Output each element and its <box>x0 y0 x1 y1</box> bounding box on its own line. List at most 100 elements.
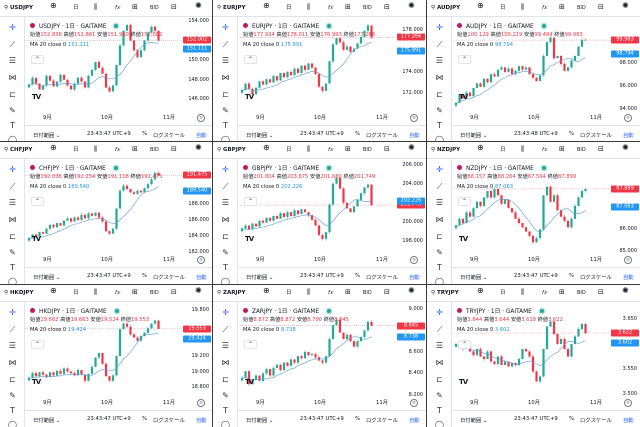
templates-icon[interactable]: ⊞ <box>345 145 351 153</box>
text-tool-icon[interactable]: T <box>223 263 228 272</box>
trend-line-icon[interactable]: ⟋ <box>436 182 443 191</box>
log-scale-toggle[interactable]: ログスケール <box>366 275 398 281</box>
auto-scale-toggle[interactable]: 自動 <box>623 275 634 281</box>
axis-settings-icon[interactable]: ⚙ <box>197 399 205 407</box>
ruler-icon[interactable]: ⊏ <box>9 90 16 99</box>
percent-toggle[interactable]: % <box>569 131 575 137</box>
axis-settings-icon[interactable]: ⚙ <box>197 114 205 122</box>
auto-scale-toggle[interactable]: 自動 <box>196 133 207 139</box>
add-symbol-icon[interactable]: ⊕ <box>477 1 484 10</box>
clock-time[interactable]: 23:43:47 UTC+9 <box>87 416 131 422</box>
ruler-icon[interactable]: ⊏ <box>222 90 229 99</box>
emoji-icon[interactable]: ◯ <box>8 420 17 427</box>
settings-gear-icon[interactable]: ✺ <box>408 143 415 152</box>
tradingview-logo[interactable]: TV <box>32 235 41 243</box>
brush-icon[interactable]: ✎ <box>436 106 443 115</box>
interval-button[interactable]: 日 <box>286 147 292 153</box>
indicators-button[interactable]: f𝑥 <box>542 290 547 296</box>
clock-time[interactable]: 23:43:47 UTC+9 <box>300 273 344 279</box>
pattern-icon[interactable]: ⋈ <box>8 358 17 367</box>
templates-icon[interactable]: ⊞ <box>559 288 565 296</box>
tradingview-logo[interactable]: TV <box>459 93 468 101</box>
bid-button[interactable]: BID <box>577 5 586 11</box>
auto-scale-toggle[interactable]: 自動 <box>409 418 420 424</box>
date-range-button[interactable]: 日付範囲 ⌄ <box>33 133 61 139</box>
text-tool-icon[interactable]: T <box>223 406 228 415</box>
layout-icon[interactable]: ⊟ <box>171 145 177 153</box>
indicators-button[interactable]: f𝑥 <box>328 5 333 11</box>
emoji-icon[interactable]: ◯ <box>221 135 230 141</box>
trend-line-icon[interactable]: ⟋ <box>222 182 229 191</box>
percent-toggle[interactable]: % <box>142 273 148 279</box>
collapse-legend-button[interactable]: ⌃ <box>244 340 257 349</box>
ruler-icon[interactable]: ⊏ <box>9 232 16 241</box>
indicators-button[interactable]: f𝑥 <box>115 290 120 296</box>
candlestick-chart[interactable] <box>0 142 212 284</box>
add-symbol-icon[interactable]: ⊕ <box>50 286 57 295</box>
tradingview-logo[interactable]: TV <box>459 378 468 386</box>
auto-scale-toggle[interactable]: 自動 <box>623 133 634 139</box>
candle-type-icon[interactable]: ⫼ <box>94 3 98 11</box>
percent-toggle[interactable]: % <box>355 416 361 422</box>
date-range-button[interactable]: 日付範囲 ⌄ <box>246 275 274 281</box>
interval-button[interactable]: 日 <box>73 5 79 11</box>
fib-lines-icon[interactable]: ☰ <box>8 56 17 65</box>
layout-icon[interactable]: ⊟ <box>598 145 604 153</box>
clock-time[interactable]: 23:43:47 UTC+9 <box>87 131 131 137</box>
bid-button[interactable]: BID <box>150 5 159 11</box>
pattern-icon[interactable]: ⋈ <box>221 73 230 82</box>
layout-icon[interactable]: ⊟ <box>384 3 390 11</box>
candlestick-chart[interactable] <box>427 285 640 427</box>
text-tool-icon[interactable]: T <box>437 121 442 130</box>
ma-row[interactable]: MA 20 close 0 3.602 <box>457 327 510 333</box>
trend-line-icon[interactable]: ⟋ <box>436 325 443 334</box>
percent-toggle[interactable]: % <box>569 273 575 279</box>
clock-time[interactable]: 23:43:47 UTC+9 <box>514 416 558 422</box>
fib-lines-icon[interactable]: ☰ <box>8 198 17 207</box>
interval-button[interactable]: 日 <box>286 5 292 11</box>
trend-line-icon[interactable]: ⟋ <box>222 325 229 334</box>
emoji-icon[interactable]: ◯ <box>221 420 230 427</box>
collapse-legend-button[interactable]: ⌃ <box>31 340 44 349</box>
text-tool-icon[interactable]: T <box>223 121 228 130</box>
bid-button[interactable]: BID <box>363 147 372 153</box>
brush-icon[interactable]: ✎ <box>436 391 443 400</box>
templates-icon[interactable]: ⊞ <box>559 145 565 153</box>
indicators-button[interactable]: f𝑥 <box>328 147 333 153</box>
interval-button[interactable]: 日 <box>500 5 506 11</box>
log-scale-toggle[interactable]: ログスケール <box>153 418 185 424</box>
symbol-search[interactable]: ⚲ AUDJPY <box>431 5 461 11</box>
auto-scale-toggle[interactable]: 自動 <box>623 418 634 424</box>
clock-time[interactable]: 23:43:48 UTC+9 <box>514 131 558 137</box>
auto-scale-toggle[interactable]: 自動 <box>409 275 420 281</box>
auto-scale-toggle[interactable]: 自動 <box>196 418 207 424</box>
symbol-search[interactable]: ⚲ USDJPY <box>4 5 34 11</box>
text-tool-icon[interactable]: T <box>10 406 15 415</box>
trend-line-icon[interactable]: ⟋ <box>9 325 16 334</box>
pattern-icon[interactable]: ⋈ <box>435 215 444 224</box>
crosshair-icon[interactable]: ✛ <box>222 165 229 174</box>
log-scale-toggle[interactable]: ログスケール <box>153 275 185 281</box>
interval-button[interactable]: 日 <box>500 147 506 153</box>
clock-time[interactable]: 23:43:47 UTC+9 <box>300 416 344 422</box>
brush-icon[interactable]: ✎ <box>222 248 229 257</box>
crosshair-icon[interactable]: ✛ <box>9 308 16 317</box>
axis-settings-icon[interactable]: ⚙ <box>197 256 205 264</box>
collapse-legend-button[interactable]: ⌃ <box>244 55 257 64</box>
pattern-icon[interactable]: ⋈ <box>8 215 17 224</box>
axis-settings-icon[interactable]: ⚙ <box>624 399 632 407</box>
brush-icon[interactable]: ✎ <box>436 248 443 257</box>
date-range-button[interactable]: 日付範囲 ⌄ <box>460 275 488 281</box>
candle-type-icon[interactable]: ⫼ <box>521 3 525 11</box>
interval-button[interactable]: 日 <box>73 290 79 296</box>
templates-icon[interactable]: ⊞ <box>345 3 351 11</box>
pattern-icon[interactable]: ⋈ <box>8 73 17 82</box>
indicators-button[interactable]: f𝑥 <box>542 147 547 153</box>
candle-type-icon[interactable]: ⫼ <box>94 145 98 153</box>
ma-row[interactable]: MA 20 close 0 19.424 <box>30 327 87 333</box>
symbol-search[interactable]: ⚲ TRYJPY <box>431 290 459 296</box>
log-scale-toggle[interactable]: ログスケール <box>153 133 185 139</box>
ma-row[interactable]: MA 20 close 0 202.226 <box>243 184 303 190</box>
date-range-button[interactable]: 日付範囲 ⌄ <box>246 133 274 139</box>
tradingview-logo[interactable]: TV <box>459 235 468 243</box>
